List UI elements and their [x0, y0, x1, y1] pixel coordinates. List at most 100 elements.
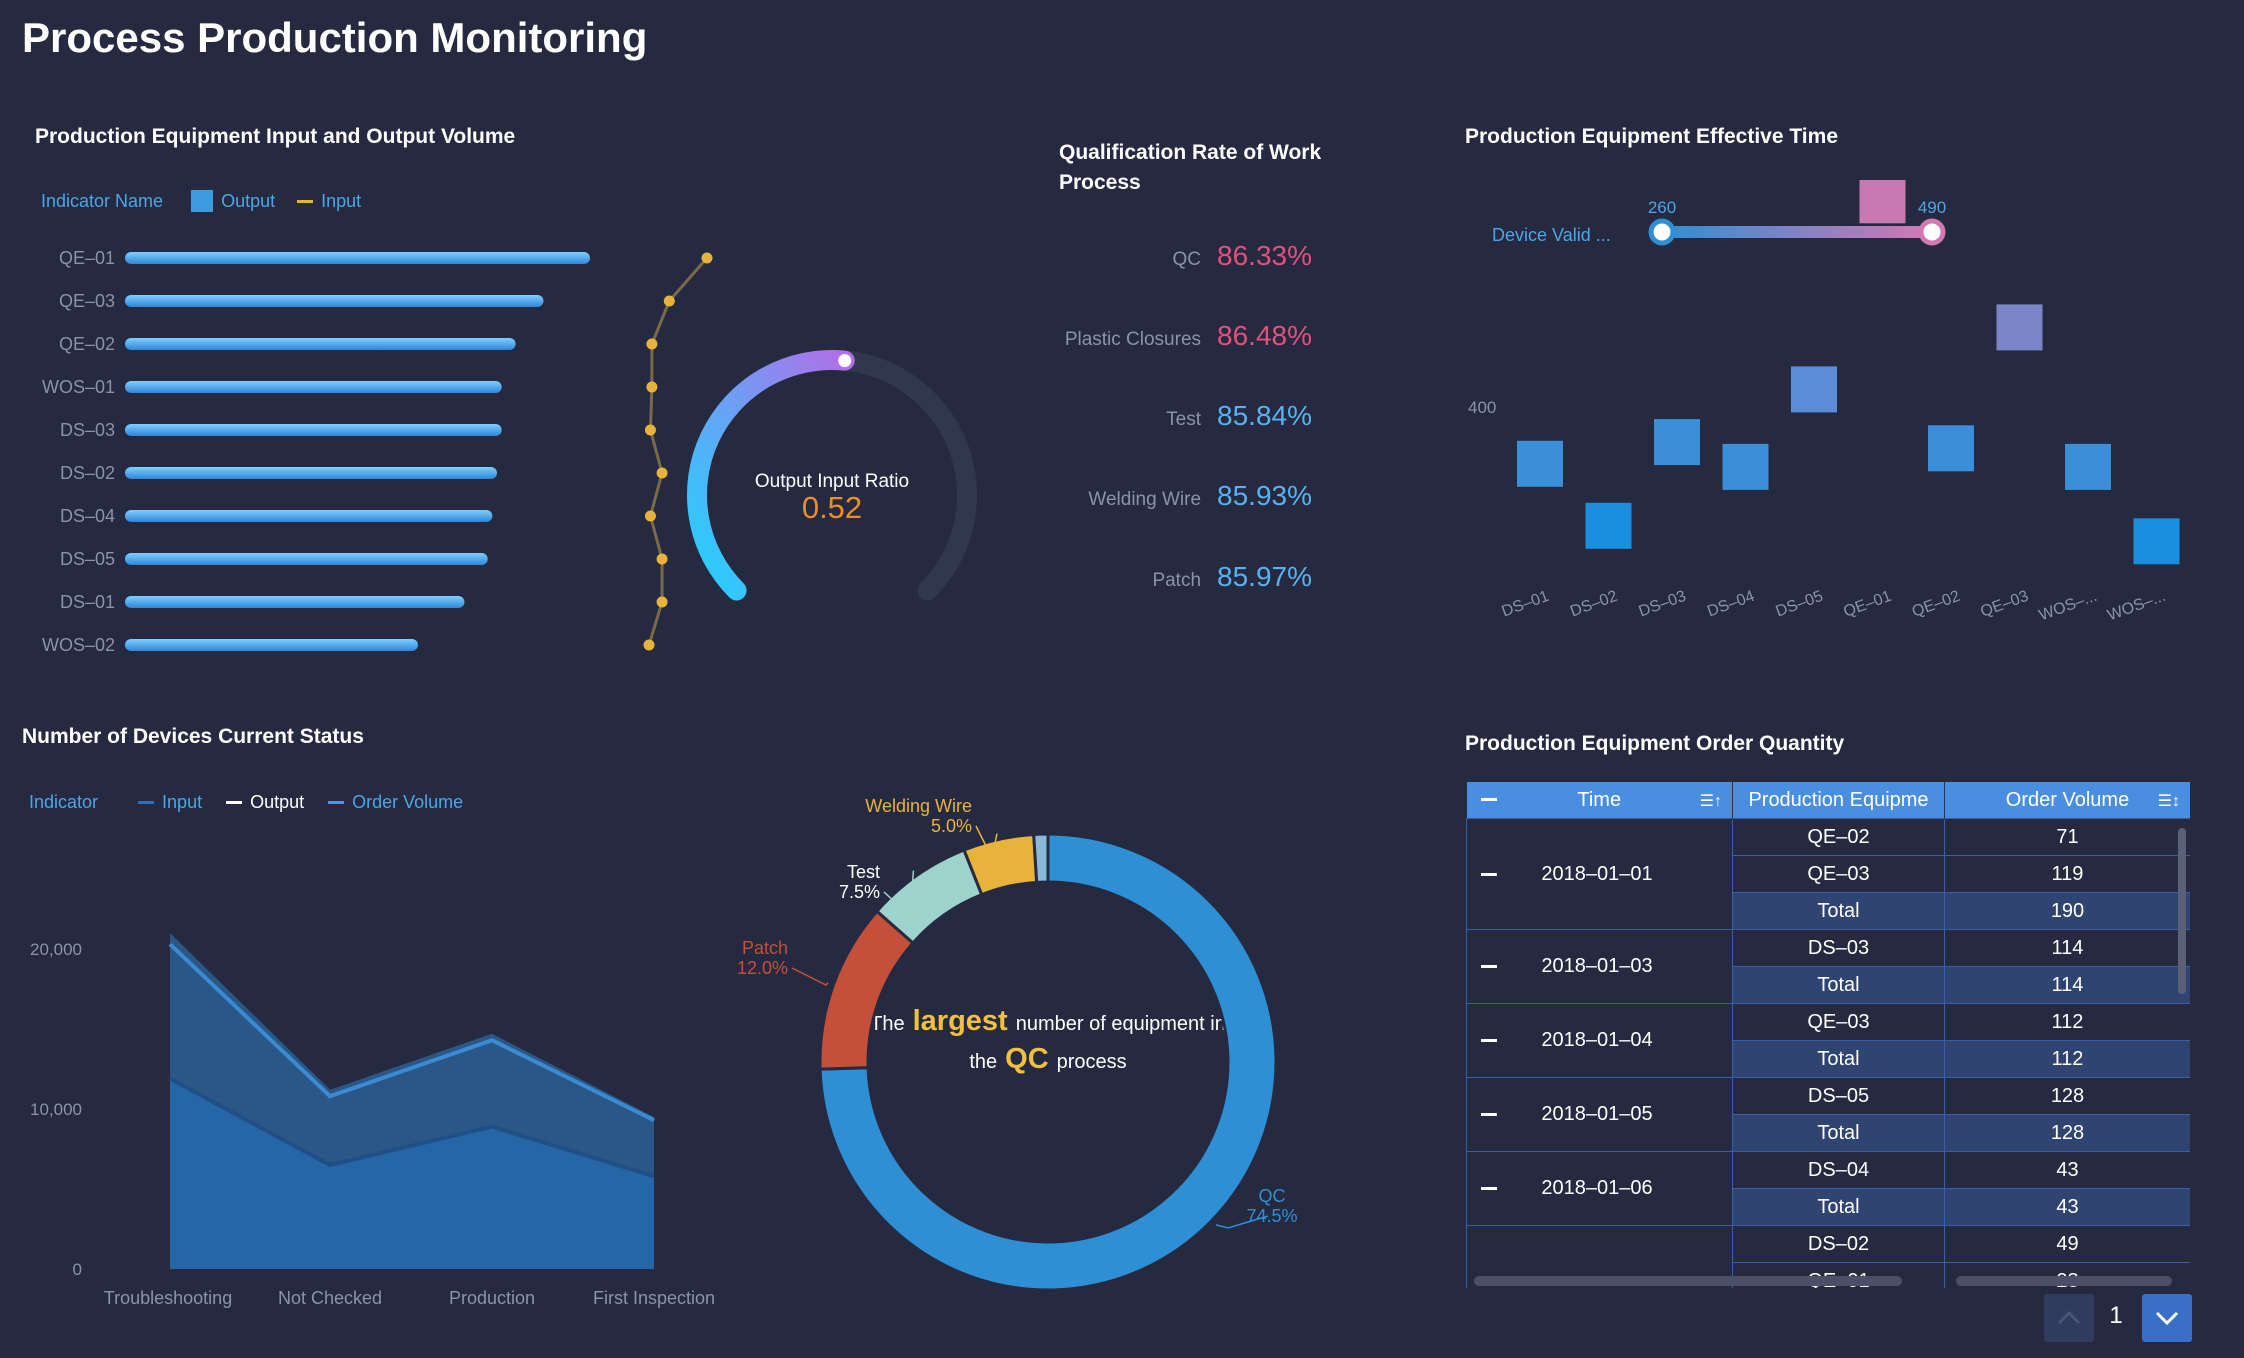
category-label: DS–04	[60, 506, 115, 526]
legend-input[interactable]: Input	[138, 792, 202, 813]
total-label-cell: Total	[1732, 892, 1945, 930]
equipment-cell: DS–05	[1732, 1077, 1945, 1115]
time-marker	[2133, 518, 2180, 565]
x-category-label: Troubleshooting	[104, 1288, 232, 1308]
legend-indicator-name[interactable]: Indicator Name	[41, 190, 164, 211]
legend-input-label: Input	[162, 792, 203, 812]
order-cell: 112	[1944, 1003, 2190, 1041]
page-up-button[interactable]	[2044, 1294, 2094, 1342]
legend-output[interactable]: Output	[226, 792, 304, 813]
category-label: DS–05	[60, 549, 115, 569]
donut-slice	[1032, 832, 1050, 884]
gauge-progress	[687, 350, 855, 601]
chevron-up-icon	[2057, 1310, 2081, 1325]
output-line	[169, 1076, 655, 1179]
output-bar	[125, 467, 497, 479]
page-number: 1	[2109, 1302, 2123, 1329]
x-category-label: First Inspection	[593, 1288, 715, 1308]
input-point	[646, 381, 658, 393]
x-tick-label: WOS–...	[2105, 588, 2168, 625]
input-point	[644, 510, 656, 522]
slider-label: Device Valid ...	[1492, 225, 1611, 245]
page-down-button[interactable]	[2142, 1294, 2192, 1342]
donut-slice-label: Patch	[742, 938, 788, 958]
equipment-cell: DS–03	[1732, 929, 1945, 967]
input-line	[647, 257, 709, 646]
order-cell: 114	[1944, 929, 2190, 967]
table-row: 2018–01–03 DS–03 114	[1466, 929, 2190, 1004]
qualification-label: Welding Wire	[1088, 489, 1202, 510]
collapse-icon[interactable]	[1481, 965, 1497, 969]
qualification-value: 85.84%	[1217, 400, 1312, 431]
total-label-cell: Total	[1732, 1114, 1945, 1152]
collapse-icon[interactable]	[1481, 1113, 1497, 1117]
sort-icon[interactable]: ☰↕	[2157, 793, 2180, 810]
output-bar	[125, 338, 516, 350]
category-label: DS–03	[60, 420, 115, 440]
group-cell[interactable]: 2018–01–03	[1466, 929, 1733, 1004]
legend-order-volume-label: Order Volume	[352, 792, 464, 812]
donut-slice-label: QC	[1259, 1186, 1286, 1206]
group-date: 2018–01–03	[1541, 955, 1653, 978]
equipment-cell: QE–03	[1732, 855, 1945, 893]
category-label: DS–02	[60, 463, 115, 483]
collapse-icon[interactable]	[1481, 872, 1497, 876]
legend-indicator[interactable]: Indicator	[29, 792, 99, 812]
order-table-title: Production Equipment Order Quantity	[1465, 732, 1845, 755]
x-tick-label: QE–01	[1841, 588, 1894, 621]
group-date: 2018–01–01	[1541, 862, 1653, 885]
total-label-cell: Total	[1732, 1188, 1945, 1226]
collapse-icon[interactable]	[1481, 1039, 1497, 1043]
legend-order-volume-swatch	[328, 801, 345, 804]
qualification-row: Patch 85.97%	[1040, 561, 1312, 593]
table-horizontal-scrollbar-left[interactable]	[1474, 1276, 1902, 1286]
qualification-title: Qualification Rate of Work Process	[1059, 138, 1321, 198]
donut-slice-label: Welding Wire	[865, 796, 972, 816]
legend-output[interactable]: Output	[191, 190, 275, 212]
order-cell: 119	[1944, 855, 2190, 893]
x-tick-label: DS–05	[1774, 588, 1826, 621]
legend-input[interactable]: Input	[297, 191, 361, 212]
equipment-donut-chart: The largest number of equipment in the QC pr…	[737, 796, 1298, 1292]
x-category-label: Production	[449, 1288, 535, 1308]
donut-leader-line	[883, 870, 915, 918]
page-title: Process Production Monitoring	[22, 14, 648, 61]
legend-output-label: Output	[250, 792, 305, 812]
collapse-icon[interactable]	[1481, 1187, 1497, 1191]
qualification-label: Test	[1166, 409, 1202, 430]
qualification-label: Patch	[1152, 570, 1202, 591]
group-cell[interactable]: 2018–01–01	[1466, 818, 1733, 930]
table-row: Total 128	[1467, 1114, 2190, 1152]
group-cell[interactable]: 2018–01–04	[1466, 1003, 1733, 1078]
slider-max-value: 490	[1918, 198, 1946, 217]
group-cell[interactable]: 2018–01–06	[1466, 1151, 1733, 1226]
header-order-volume[interactable]: Order Volume ☰↕	[1944, 782, 2190, 819]
header-time[interactable]: Time ☰↑	[1466, 782, 1733, 819]
slider-handle-min[interactable]	[1648, 218, 1676, 246]
legend-order-volume[interactable]: Order Volume	[328, 792, 463, 813]
table-vertical-scrollbar[interactable]	[2178, 828, 2186, 994]
donut-leader-line	[1215, 1215, 1269, 1229]
table-row: QE–03 119	[1467, 855, 2190, 893]
time-marker	[1517, 440, 1563, 487]
input-point	[656, 553, 668, 565]
gauge-handle	[835, 351, 855, 371]
collapse-all-icon[interactable]	[1480, 798, 1497, 801]
total-value-cell: 128	[1944, 1114, 2190, 1152]
header-order-label: Order Volume	[2005, 788, 2130, 811]
total-value-cell: 114	[1944, 966, 2190, 1004]
output-bar	[125, 639, 418, 651]
time-marker	[1654, 419, 1700, 466]
header-equipment[interactable]: Production Equipme	[1732, 782, 1945, 819]
time-marker	[1585, 502, 1632, 549]
slider-track[interactable]	[1660, 226, 1930, 238]
table-horizontal-scrollbar-right[interactable]	[1956, 1276, 2172, 1286]
group-cell[interactable]: 2018–01–05	[1466, 1077, 1733, 1152]
device-status-title: Number of Devices Current Status	[22, 725, 364, 748]
output-bar	[125, 381, 502, 393]
donut-slice	[818, 832, 1278, 1292]
table-row: 2018–01–01 QE–02 71	[1466, 818, 2190, 930]
slider-handle-max[interactable]	[1918, 218, 1946, 246]
chevron-down-icon	[2155, 1311, 2179, 1326]
sort-icon[interactable]: ☰↑	[1699, 793, 1722, 810]
